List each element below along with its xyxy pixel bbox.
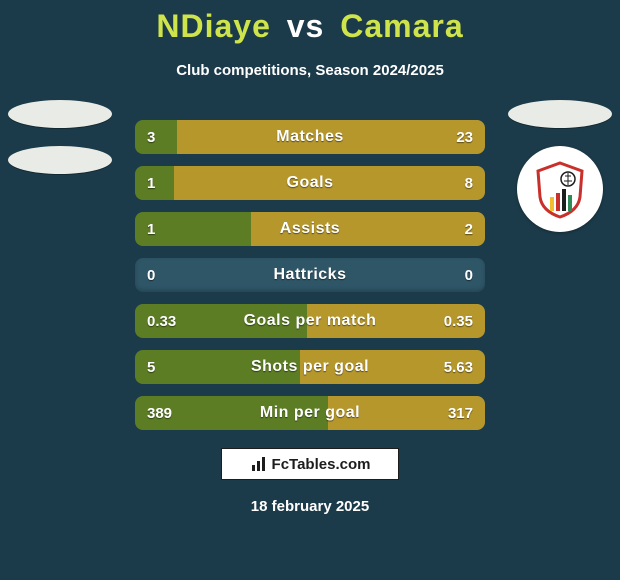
comparison-card: NDiaye vs Camara Club competitions, Seas… (0, 0, 620, 580)
team-right-placeholder-1 (508, 100, 612, 128)
stat-label: Matches (135, 128, 485, 146)
stat-label: Goals (135, 174, 485, 192)
stat-row: 0.330.35Goals per match (135, 304, 485, 338)
chart-icon (250, 455, 268, 473)
stat-row: 323Matches (135, 120, 485, 154)
page-title: NDiaye vs Camara (0, 8, 620, 45)
team-left-placeholder-1 (8, 100, 112, 128)
title-player-2: Camara (340, 8, 463, 44)
stats-table: 323Matches 18Goals 12Assists 00Hattricks 0.3… (135, 120, 485, 430)
title-player-1: NDiaye (156, 8, 271, 44)
stat-row: 389317Min per goal (135, 396, 485, 430)
stat-label: Shots per goal (135, 358, 485, 376)
source-badge: FcTables.com (221, 448, 399, 480)
source-badge-label: FcTables.com (272, 456, 371, 473)
title-vs: vs (287, 8, 325, 44)
stat-label: Assists (135, 220, 485, 238)
stat-row: 55.63Shots per goal (135, 350, 485, 384)
subtitle: Club competitions, Season 2024/2025 (0, 62, 620, 79)
stat-label: Hattricks (135, 266, 485, 284)
team-left-placeholder-2 (8, 146, 112, 174)
team-right-logo (517, 146, 603, 232)
team-column-left (0, 100, 120, 174)
stat-label: Goals per match (135, 312, 485, 330)
team-column-right (500, 100, 620, 232)
stat-row: 00Hattricks (135, 258, 485, 292)
stat-row: 18Goals (135, 166, 485, 200)
footer-date: 18 february 2025 (0, 498, 620, 515)
stat-label: Min per goal (135, 404, 485, 422)
stat-row: 12Assists (135, 212, 485, 246)
crest-icon (530, 159, 590, 219)
